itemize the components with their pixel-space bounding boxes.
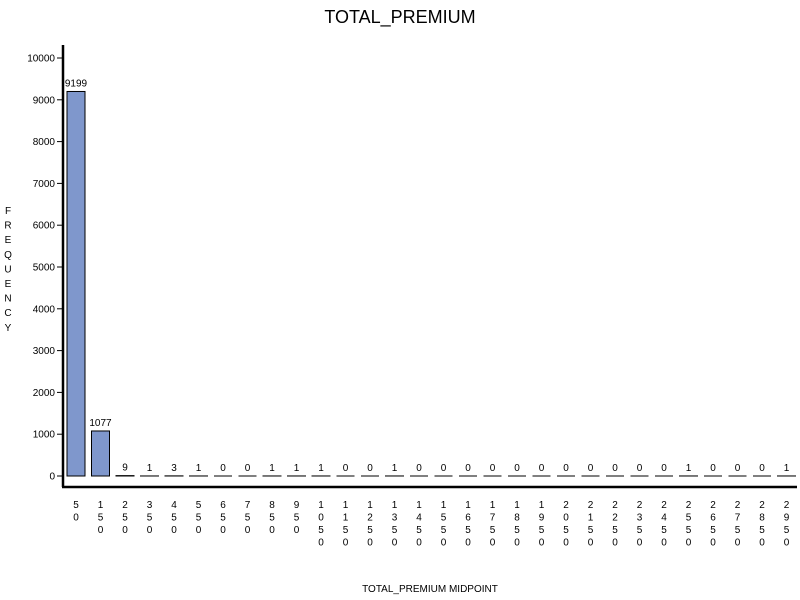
bar-value-label: 0 bbox=[735, 463, 741, 474]
bar-value-label: 1 bbox=[686, 463, 692, 474]
bar-value-label: 0 bbox=[514, 463, 520, 474]
bar-value-label: 0 bbox=[612, 463, 618, 474]
x-axis-label: TOTAL_PREMIUM MIDPOINT bbox=[362, 584, 498, 595]
bar-value-label: 0 bbox=[245, 463, 251, 474]
bar-value-label: 1 bbox=[269, 463, 275, 474]
bar-value-label: 9 bbox=[122, 463, 128, 474]
bar-value-label: 0 bbox=[367, 463, 373, 474]
bar-value-label: 0 bbox=[563, 463, 569, 474]
bar-value-label: 0 bbox=[490, 463, 496, 474]
y-tick-label: 4000 bbox=[33, 304, 56, 315]
y-tick-label: 8000 bbox=[33, 137, 56, 148]
bar-value-label: 0 bbox=[759, 463, 765, 474]
bar-value-label: 0 bbox=[539, 463, 545, 474]
bar-value-label: 1 bbox=[147, 463, 153, 474]
bar-value-label: 1 bbox=[318, 463, 324, 474]
y-tick-label: 2000 bbox=[33, 388, 56, 399]
bar-value-label: 0 bbox=[588, 463, 594, 474]
y-tick-label: 6000 bbox=[33, 221, 56, 232]
y-tick-label: 9000 bbox=[33, 95, 56, 106]
bar-value-label: 1 bbox=[784, 463, 790, 474]
bar-value-label: 1 bbox=[294, 463, 300, 474]
y-tick-label: 1000 bbox=[33, 430, 56, 441]
y-tick-label: 10000 bbox=[27, 54, 55, 65]
bar-value-label: 0 bbox=[343, 463, 349, 474]
bar-value-label: 1077 bbox=[89, 418, 112, 429]
bar bbox=[66, 90, 86, 477]
y-tick-label: 0 bbox=[49, 472, 55, 483]
y-tick-label: 7000 bbox=[33, 179, 56, 190]
bar-value-label: 0 bbox=[710, 463, 716, 474]
bar-value-label: 0 bbox=[465, 463, 471, 474]
y-tick-label: 3000 bbox=[33, 346, 56, 357]
bar-value-label: 1 bbox=[392, 463, 398, 474]
bar-value-label: 0 bbox=[661, 463, 667, 474]
bar-value-label: 9199 bbox=[65, 78, 88, 89]
bar-value-label: 1 bbox=[196, 463, 202, 474]
bar bbox=[91, 430, 110, 477]
bar-value-label: 0 bbox=[441, 463, 447, 474]
y-tick-label: 5000 bbox=[33, 263, 56, 274]
bar-value-label: 3 bbox=[171, 463, 177, 474]
bar-value-label: 0 bbox=[220, 463, 226, 474]
bar-value-label: 0 bbox=[637, 463, 643, 474]
chart-title: TOTAL_PREMIUM bbox=[324, 7, 475, 28]
bar-value-label: 0 bbox=[416, 463, 422, 474]
